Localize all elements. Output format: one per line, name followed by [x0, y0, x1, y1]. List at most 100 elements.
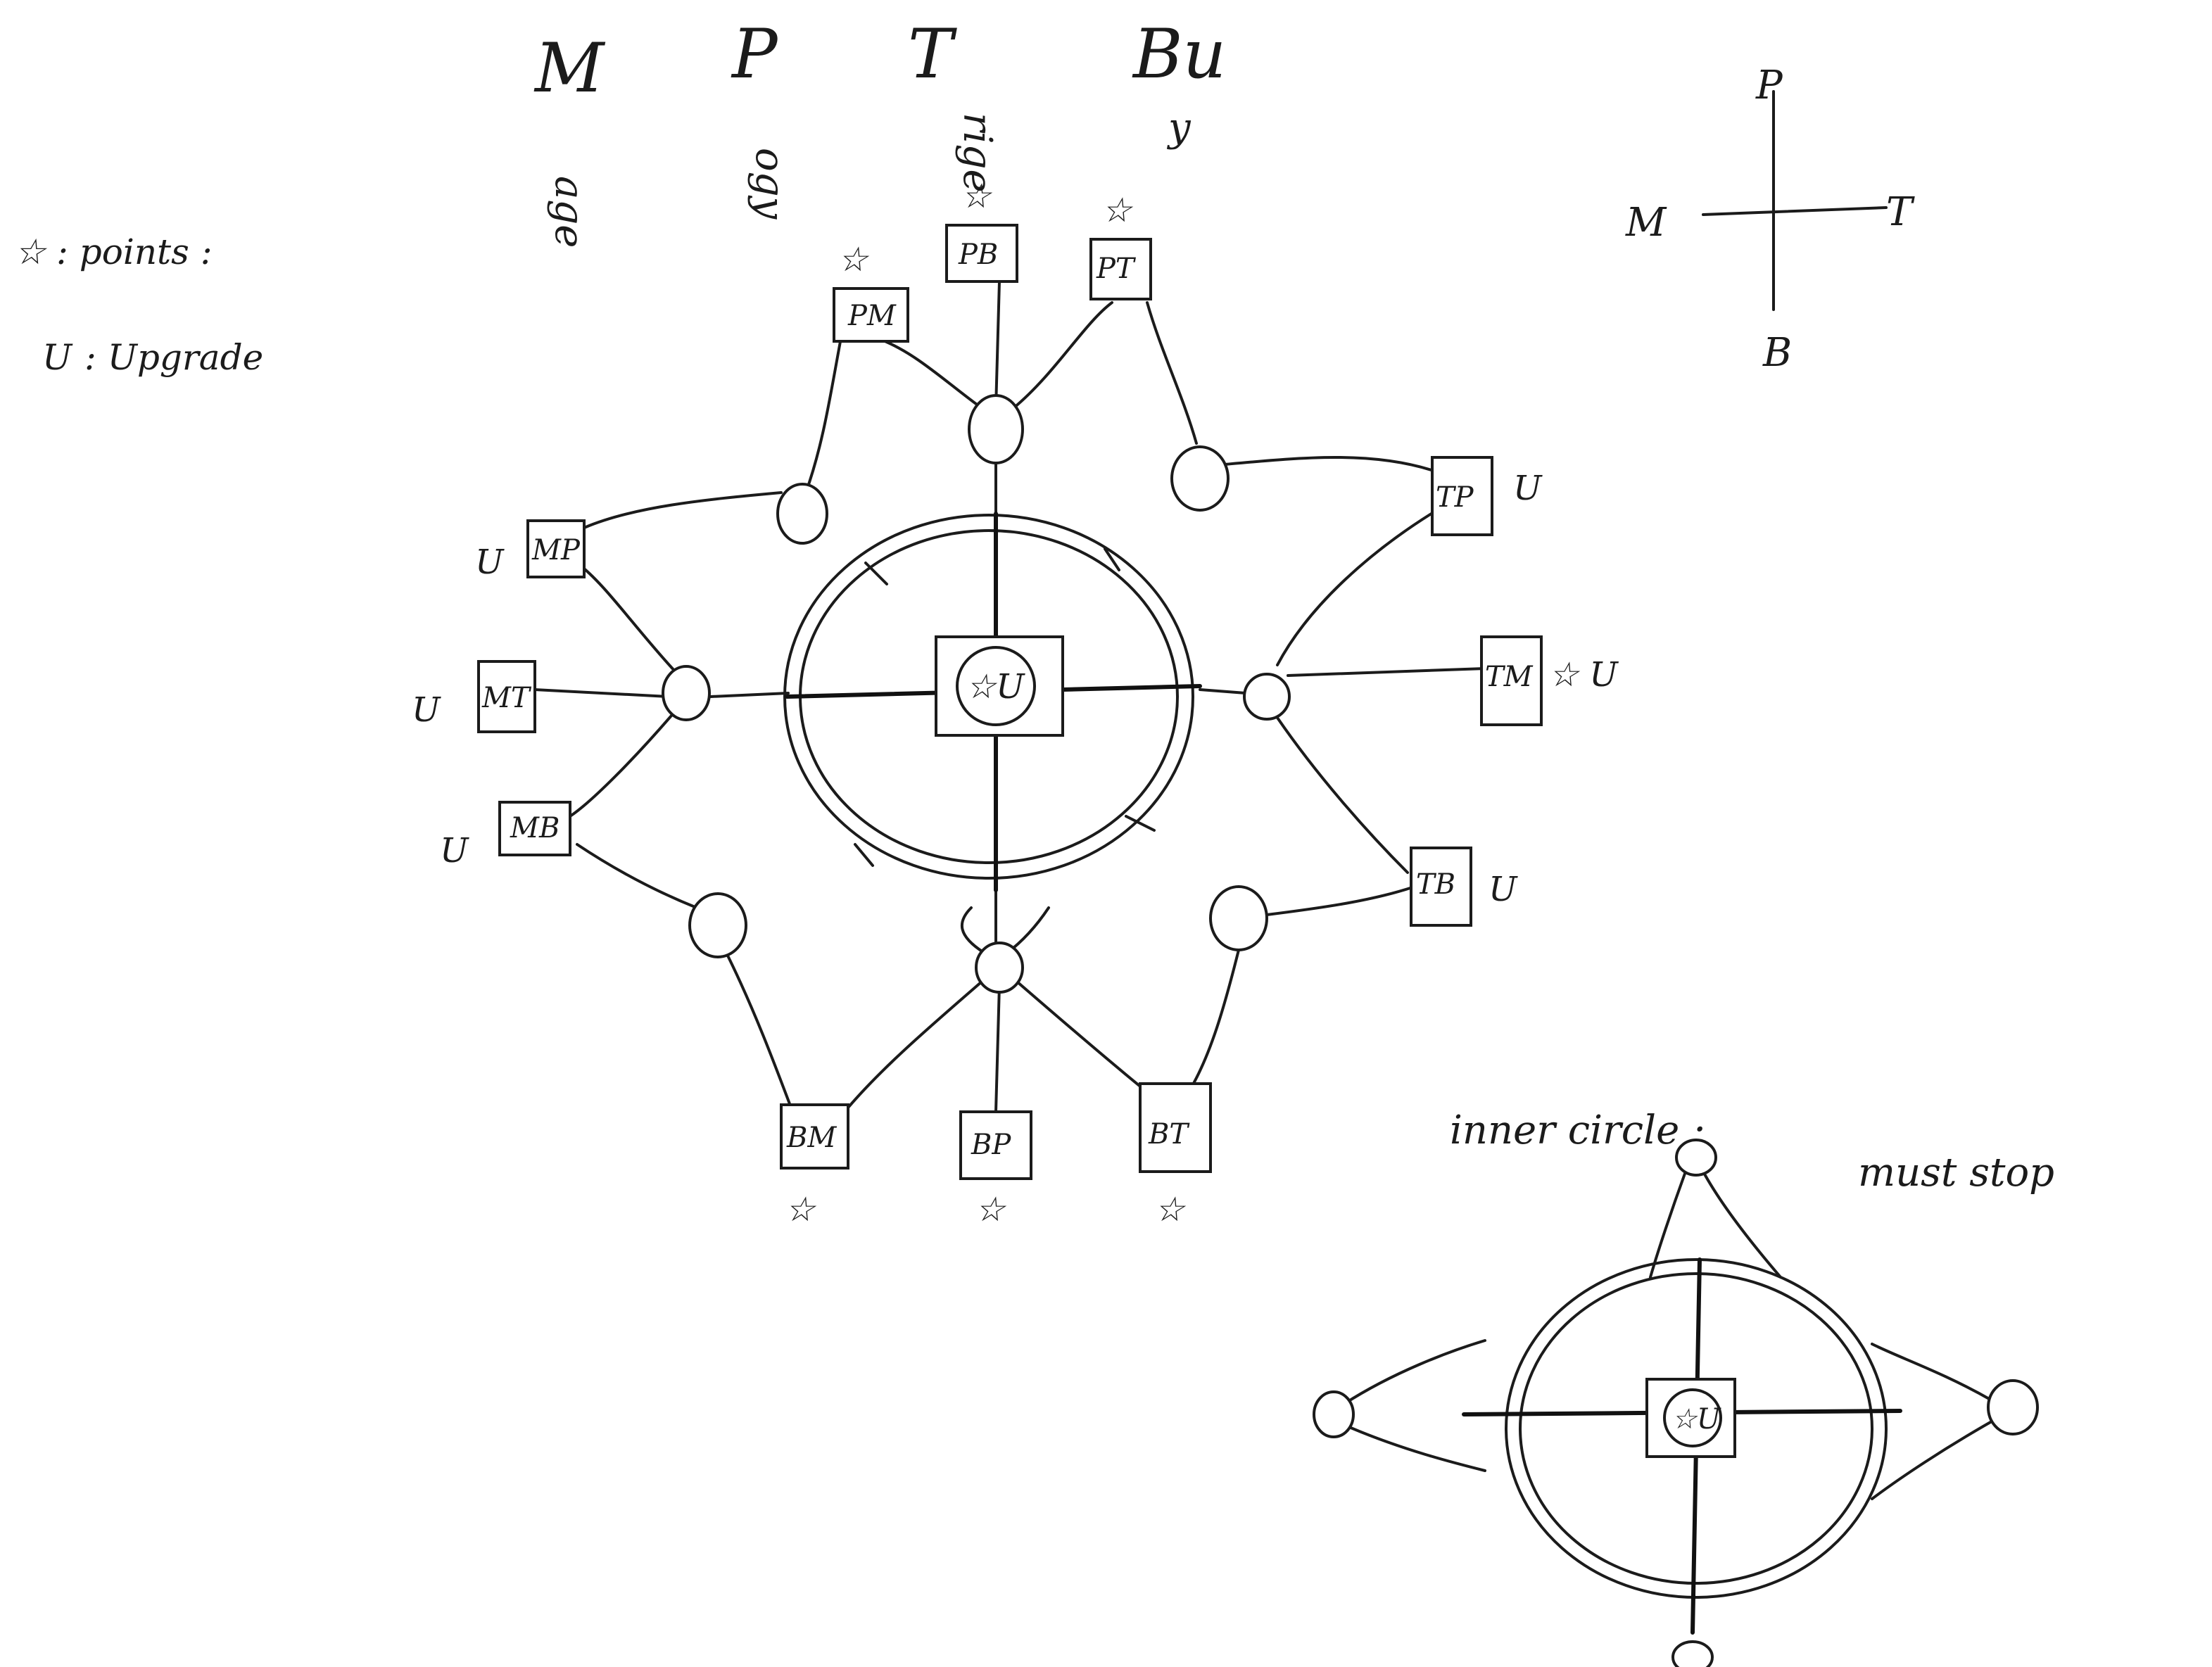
top-label-buy-rest: y	[1166, 105, 1192, 151]
box-pt-star-icon: ☆	[1101, 191, 1134, 230]
edge	[1199, 688, 1247, 695]
edge	[1188, 949, 1240, 1092]
inner-circle-note: inner circle : must stop	[1450, 1108, 2054, 1196]
small-node-south	[1671, 1640, 1714, 1667]
small-center-star-u-label: ☆U	[1671, 1403, 1721, 1435]
small-node-west	[1313, 1390, 1355, 1438]
edge	[1146, 301, 1198, 445]
box-mb-label: MB	[510, 812, 560, 844]
box-bm-frame	[780, 1103, 849, 1170]
inner-circle-note-line1: inner circle :	[1450, 1108, 1705, 1153]
edge	[576, 843, 698, 909]
top-label-trige-rest: rige	[954, 113, 1000, 193]
edge	[1276, 505, 1444, 666]
edge	[1343, 1424, 1486, 1472]
legend-star-icon: ☆	[14, 232, 48, 272]
top-label-pogy-letter: P	[731, 15, 778, 94]
top-label-mage: M age	[533, 29, 606, 248]
node-west	[662, 665, 711, 721]
edge	[843, 980, 983, 1113]
ring-tick	[864, 562, 888, 585]
node-lower-right	[1209, 885, 1268, 951]
inner-circle-note-line2: must stop	[1858, 1150, 2054, 1196]
box-mt-frame	[477, 660, 536, 733]
node-south	[975, 942, 1024, 994]
main-center: ☆U	[935, 635, 1064, 737]
top-label-pogy-rest: ogy	[747, 148, 792, 220]
center-star-u-label: ☆U	[966, 667, 1025, 706]
node-east	[1243, 673, 1291, 721]
box-bp-frame	[959, 1110, 1032, 1180]
box-bp: BP ☆	[959, 1110, 1032, 1229]
edge	[804, 336, 842, 494]
box-tm-star-upgrade-marker: ☆ U	[1548, 655, 1619, 695]
box-bt-frame	[1139, 1082, 1212, 1173]
box-pm: PM ☆	[833, 240, 909, 343]
edge	[569, 709, 677, 818]
box-pt-frame	[1089, 238, 1152, 300]
box-tm-frame	[1480, 635, 1543, 726]
compass-south-label: B	[1762, 330, 1792, 376]
box-pm-label: PM	[847, 300, 897, 332]
edge	[994, 280, 1001, 410]
box-bm-label: BM	[786, 1122, 837, 1154]
edge	[1265, 885, 1416, 916]
box-tb-frame	[1410, 847, 1472, 927]
box-mp: MP U	[475, 519, 586, 582]
edge	[1649, 1170, 1687, 1279]
box-mb: MB U	[440, 801, 571, 870]
box-tp-upgrade-marker: U	[1513, 469, 1543, 508]
box-bt-star-icon: ☆	[1154, 1190, 1187, 1229]
legend-star-text: : points :	[56, 232, 213, 272]
edge	[1223, 456, 1437, 473]
legend-u-symbol: U	[42, 337, 73, 378]
edge	[1016, 980, 1156, 1099]
box-pb-star-icon: ☆	[961, 177, 993, 216]
box-bt-label: BT	[1148, 1118, 1190, 1151]
edge	[1276, 716, 1409, 874]
box-pm-star-icon: ☆	[838, 240, 870, 279]
box-tb: TB U	[1410, 847, 1518, 927]
edge	[1287, 667, 1486, 677]
main-connections	[533, 280, 1486, 1120]
edge	[576, 562, 677, 673]
node-upper-right	[1170, 445, 1230, 512]
ring-tick	[1125, 815, 1156, 832]
compass-east-label: T	[1886, 189, 1915, 235]
top-label-mage-rest: age	[546, 176, 592, 248]
small-node-north	[1675, 1139, 1717, 1177]
box-tb-upgrade-marker: U	[1489, 870, 1518, 909]
edge	[1343, 1339, 1486, 1405]
edge	[875, 336, 983, 410]
box-tm-label: TM	[1485, 661, 1534, 693]
box-pt-label: PT	[1096, 253, 1137, 285]
box-mp-upgrade-marker: U	[475, 543, 505, 582]
edge	[1871, 1343, 1993, 1402]
legend-u-text: : Upgrade	[84, 337, 263, 378]
ring-tick	[1104, 547, 1120, 571]
box-tp-frame	[1431, 456, 1493, 536]
box-bp-star-icon: ☆	[975, 1190, 1007, 1229]
ring-tick	[854, 843, 874, 867]
box-mb-upgrade-marker: U	[440, 831, 469, 870]
top-label-trige-letter: T	[908, 15, 957, 94]
box-bt: BT ☆	[1139, 1082, 1212, 1229]
box-pt: PT ☆	[1089, 191, 1152, 300]
box-bm-star-icon: ☆	[785, 1190, 817, 1229]
edge	[960, 906, 987, 955]
small-inner-ring	[1519, 1272, 1873, 1585]
edge	[583, 491, 783, 529]
box-pm-frame	[833, 287, 909, 343]
edge	[709, 692, 790, 698]
edge	[1702, 1170, 1782, 1279]
compass-west-label: M	[1625, 200, 1667, 246]
box-mt-upgrade-marker: U	[412, 690, 441, 730]
edge	[1871, 1420, 1993, 1500]
box-tb-label: TB	[1416, 868, 1455, 901]
box-pb-frame	[945, 224, 1018, 283]
box-mt-label: MT	[481, 682, 532, 714]
box-tp-label: TP	[1436, 481, 1474, 514]
box-pb: PB ☆	[945, 177, 1018, 283]
box-mb-frame	[498, 801, 571, 856]
box-pb-label: PB	[958, 239, 998, 271]
